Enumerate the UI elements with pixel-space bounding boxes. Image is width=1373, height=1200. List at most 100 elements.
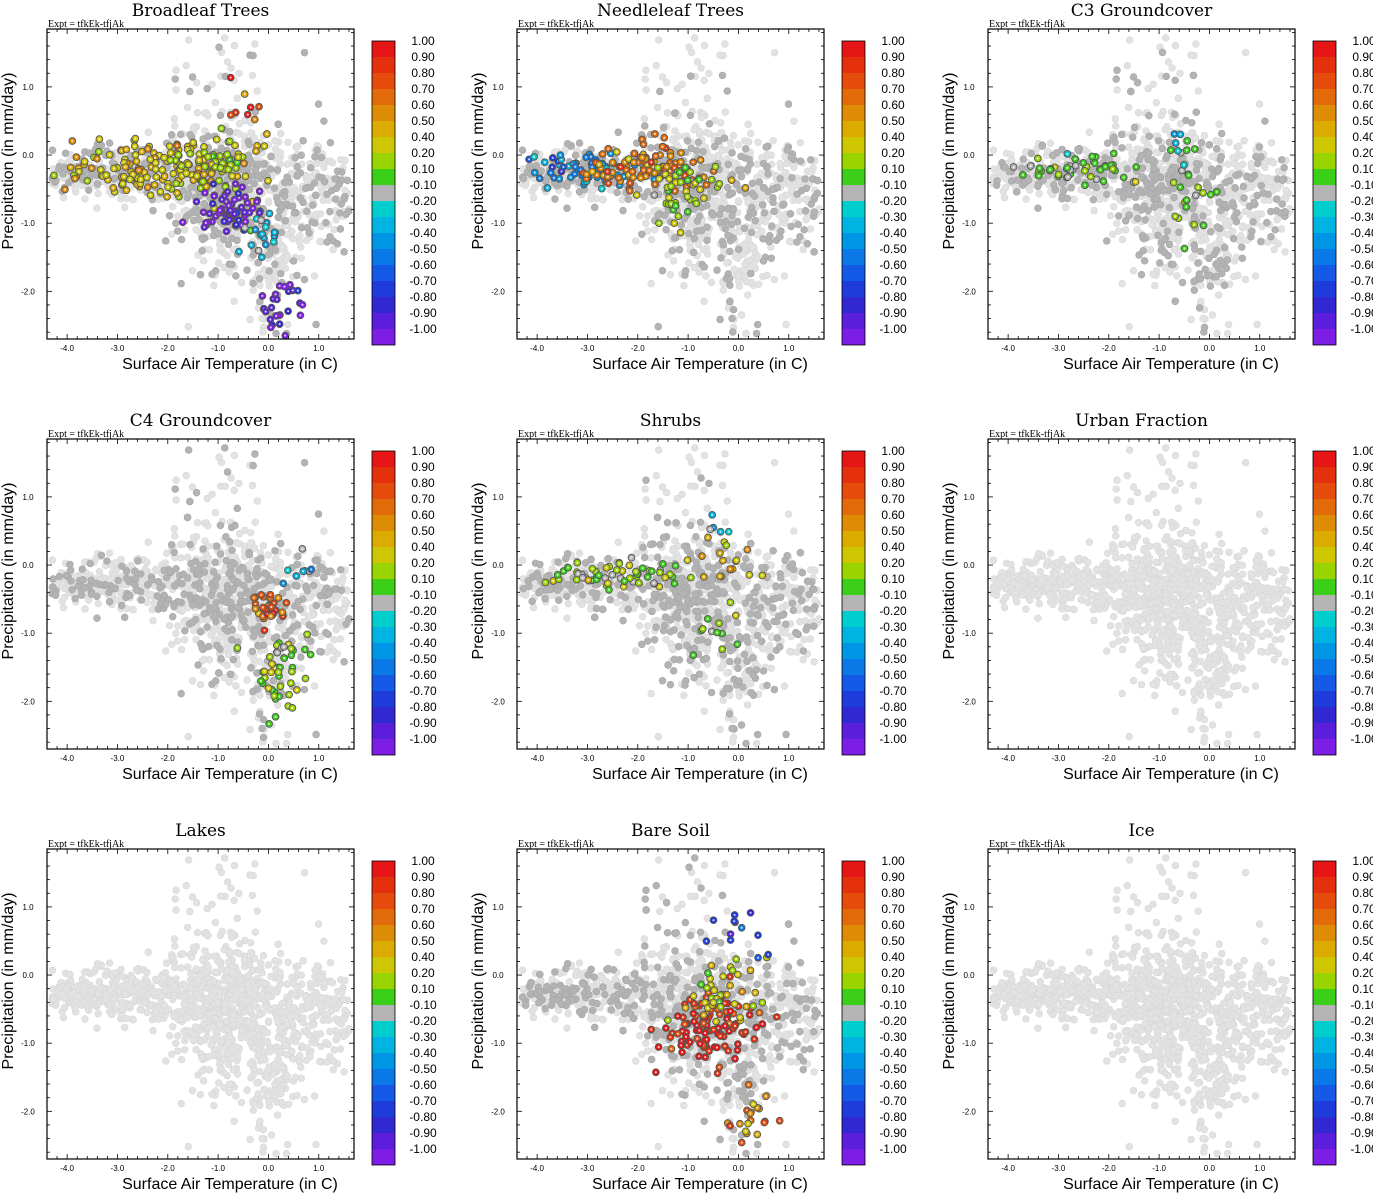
data-point [802,184,811,192]
data-point [700,263,708,271]
colorbar-label: -1.00 [409,322,437,336]
data-point-center [272,240,275,243]
colorbar: 1.000.900.800.700.600.500.400.200.10-0.1… [371,34,437,346]
data-point [264,251,273,259]
data-point [734,197,743,205]
y-axis-label: Precipitation (in mm/day) [0,73,17,250]
data-point-center [686,210,689,213]
data-point [283,160,291,168]
data-point [753,320,762,329]
data-point-center [225,200,228,203]
data-point [720,134,729,142]
data-point [249,51,257,60]
colorbar-swatch [372,281,395,297]
data-point-center [632,161,635,164]
data-point-center [697,178,701,181]
data-point-center [683,174,687,177]
data-point-center [208,212,211,215]
data-point [71,184,79,193]
data-point [707,278,716,287]
colorbar-swatch [372,105,395,121]
data-point [759,257,768,265]
data-point [765,237,773,246]
data-point [675,246,684,254]
data-point [249,279,257,288]
data-point [149,206,157,215]
colorbar-label: 0.50 [881,114,905,128]
data-point [749,261,757,269]
data-point-center [673,189,676,193]
data-point-center [248,211,251,214]
data-point [663,108,672,117]
data-point [313,146,321,154]
data-point-center [137,169,140,172]
data-point-center [653,193,656,197]
data-point-center [228,140,231,143]
colorbar-swatch [372,89,395,105]
data-point [683,137,692,145]
data-point [739,250,747,259]
data-point [729,305,738,314]
y-tick-label: -1.0 [491,219,505,228]
data-point-center [237,156,240,159]
data-point [296,194,305,202]
colorbar-label: 0.60 [411,98,435,112]
data-point-center [538,177,541,180]
data-point [193,108,202,117]
data-point [176,130,185,139]
data-point-center [270,306,273,309]
data-point [277,269,285,278]
data-point-center [180,164,183,168]
colorbar-swatch [842,249,865,265]
data-point [320,117,328,125]
data-point [188,267,197,275]
data-point [758,201,767,209]
colorbar-swatch [372,249,395,265]
data-point [312,320,320,329]
colorbar-swatch [372,73,395,89]
data-point [340,248,348,256]
data-point [129,195,137,204]
data-point [776,159,784,168]
data-point-center [698,188,702,191]
data-point-center [77,170,81,173]
data-point-center [75,156,78,159]
data-point-center [241,186,244,189]
data-point-center [195,174,198,178]
data-point [225,268,233,276]
data-point [734,141,743,149]
x-tick-label: -1.0 [211,344,225,353]
data-point [297,151,305,159]
data-point-center [673,222,676,225]
data-point-center [686,179,689,182]
colorbar-label: 0.10 [411,162,435,176]
data-point [177,235,186,244]
data-point [743,291,752,299]
colorbar-swatch [372,201,395,217]
data-point [317,153,326,162]
data-point [810,208,819,216]
colorbar-label: 0.20 [881,146,905,160]
data-point-center [198,159,201,162]
data-point [529,193,538,202]
data-point [221,34,229,42]
data-point [717,119,725,127]
data-point-center [261,232,264,236]
data-point [85,186,93,194]
data-point-center [702,176,705,179]
data-point-center [653,132,657,136]
data-point-center [202,173,206,176]
data-point [803,213,811,221]
data-point [799,245,807,254]
data-point [694,138,703,146]
data-point [803,240,812,248]
x-tick-label: -1.0 [681,344,695,353]
data-point-center [174,159,177,162]
data-point-center [168,145,171,148]
data-point-center [558,177,561,180]
data-point [186,87,194,96]
y-tick-label: 1.0 [492,83,504,92]
data-point [632,237,640,245]
data-point [199,257,208,265]
data-point [271,137,279,145]
